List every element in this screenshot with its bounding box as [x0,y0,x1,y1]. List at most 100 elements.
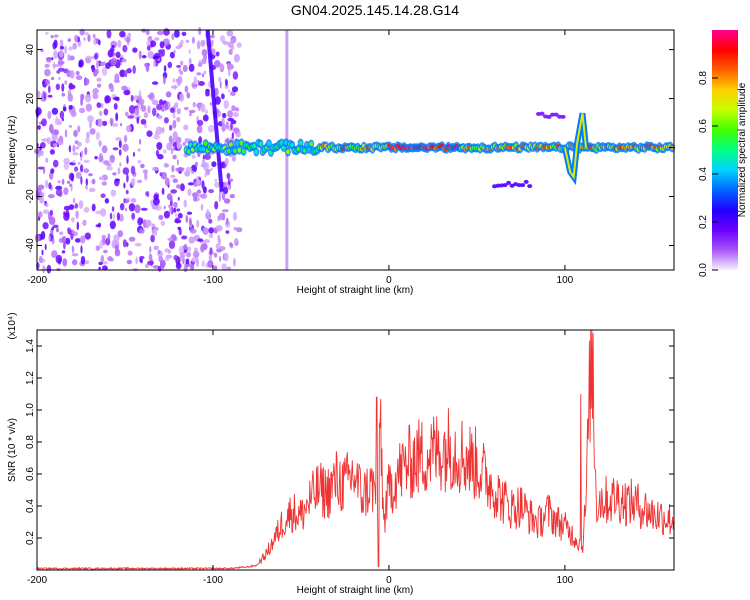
y-tick-label: -40 [25,238,36,253]
band-core [285,149,290,155]
noise-blob [63,241,66,250]
noise-blob [186,251,192,258]
noise-blob [218,212,226,221]
noise-blob [57,180,61,184]
x-tick-label: -200 [27,275,47,286]
noise-blob [137,148,141,152]
noise-blob [80,176,83,185]
noise-blob [145,219,152,227]
noise-blob [147,94,153,99]
noise-blob [99,240,104,249]
noise-blob [165,91,172,98]
noise-blob [210,34,215,39]
sideband-blob [539,111,545,116]
noise-blob [222,186,229,195]
noise-blob [174,29,180,38]
noise-blob [101,145,108,154]
noise-blob [140,118,147,125]
noise-blob [214,96,221,105]
noise-blob [109,154,115,164]
noise-blob [186,211,193,215]
noise-blob [92,92,98,100]
noise-blob [130,178,136,186]
noise-blob [230,121,233,130]
noise-blob [220,35,225,43]
noise-blob [51,57,54,61]
band-core [254,149,259,155]
noise-blob [63,157,70,164]
noise-blob [124,199,129,204]
noise-blob [122,239,127,248]
noise-blob [153,197,160,206]
x-tick-label: 0 [386,575,392,586]
noise-blob [203,70,207,75]
x-tick-label: 100 [557,275,574,286]
noise-blob [200,244,205,253]
noise-blob [51,237,55,245]
band-core [309,141,314,147]
noise-blob [117,39,122,48]
noise-blob [72,160,76,164]
noise-blob [95,210,103,215]
noise-blob [62,235,67,243]
noise-blob [144,171,148,181]
noise-blob [179,93,185,103]
noise-blob [84,232,92,240]
noise-blob [191,154,196,159]
noise-blob [61,250,66,254]
noise-blob [126,259,133,265]
noise-blob [98,266,101,270]
noise-blob [149,40,157,48]
noise-blob [233,227,237,231]
y-tick-label: 40 [25,44,36,56]
noise-blob [132,65,136,74]
noise-blob [214,60,221,68]
noise-blob [215,51,220,57]
noise-blob [225,79,228,86]
noise-blob [179,70,184,75]
noise-blob [87,34,91,42]
noise-blob [126,155,129,165]
noise-blob [69,70,75,79]
noise-blob [110,189,117,197]
band-core [266,141,271,146]
noise-blob [44,243,47,251]
noise-blob [188,63,195,72]
spectrogram-y-label: Frequency (Hz) [7,116,18,185]
noise-blob [145,63,150,72]
noise-blob [103,249,108,254]
noise-blob [173,207,177,213]
noise-blob [83,168,90,174]
noise-blob [38,256,43,263]
noise-blob [81,220,87,225]
colorbar-gradient [712,30,738,270]
noise-blob [137,159,142,164]
noise-blob [117,167,121,175]
noise-blob [201,158,206,168]
noise-blob [161,187,165,195]
feature-streak [205,29,224,192]
noise-blob [172,154,177,160]
noise-blob [164,102,169,111]
feature-sideband [536,111,566,119]
noise-blob [163,205,166,210]
noise-blob [68,82,74,90]
noise-blob [135,256,138,265]
noise-blob [65,210,70,218]
noise-blob [109,220,116,230]
y-tick-label: 1.0 [25,403,36,417]
feature-dip [561,112,589,186]
noise-blob [46,58,52,63]
noise-blob [171,33,175,40]
noise-blob [196,40,201,50]
noise-blob [41,118,47,127]
noise-blob [156,142,163,150]
noise-blob [119,213,124,222]
noise-blob [130,94,134,102]
sideband-blob [523,179,529,184]
noise-blob [71,253,79,257]
y-tick-label: 0.8 [25,435,36,449]
noise-blob [143,112,149,119]
spectrogram-marks [34,26,676,274]
noise-blob [126,68,132,74]
